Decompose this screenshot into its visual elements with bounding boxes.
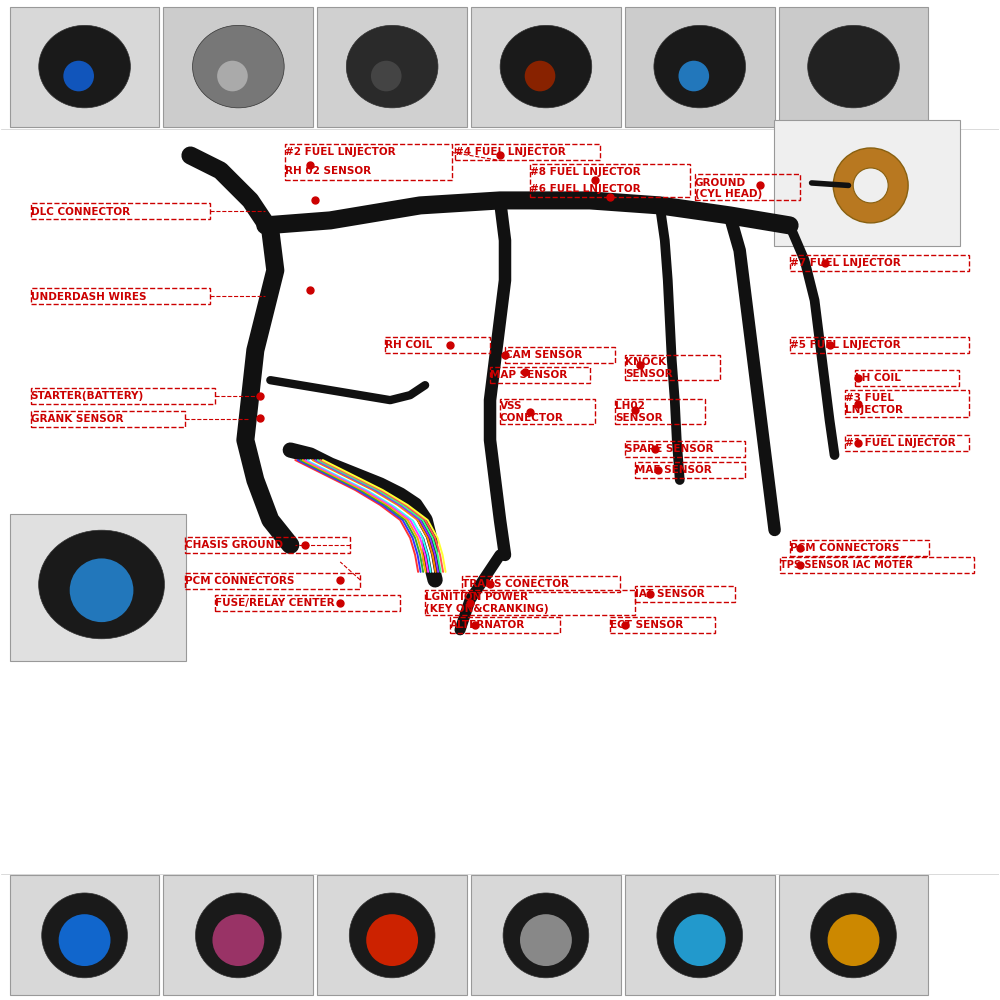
Text: GRANK SENSOR: GRANK SENSOR — [31, 414, 123, 424]
Ellipse shape — [811, 893, 896, 978]
Ellipse shape — [42, 893, 127, 978]
FancyBboxPatch shape — [163, 875, 313, 995]
Ellipse shape — [657, 893, 743, 978]
Ellipse shape — [346, 25, 438, 108]
FancyBboxPatch shape — [317, 875, 467, 995]
Circle shape — [520, 914, 572, 966]
Ellipse shape — [196, 893, 281, 978]
FancyBboxPatch shape — [471, 875, 621, 995]
Text: PCM CONNECTORS: PCM CONNECTORS — [790, 543, 899, 553]
Text: FUSE/RELAY CENTER: FUSE/RELAY CENTER — [215, 598, 335, 608]
Circle shape — [674, 914, 726, 966]
Text: LH COIL: LH COIL — [855, 373, 900, 383]
Text: TRANS CONECTOR: TRANS CONECTOR — [462, 579, 569, 589]
Circle shape — [63, 61, 94, 91]
Text: STARTER(BATTERY): STARTER(BATTERY) — [31, 391, 144, 401]
Text: TPS SENSOR IAC MOTER: TPS SENSOR IAC MOTER — [780, 560, 912, 570]
Circle shape — [525, 61, 555, 91]
Text: #4 FUEL LNJECTOR: #4 FUEL LNJECTOR — [455, 147, 566, 157]
Text: #1 FUEL LNJECTOR: #1 FUEL LNJECTOR — [845, 438, 955, 448]
FancyBboxPatch shape — [10, 514, 186, 661]
Ellipse shape — [500, 25, 592, 108]
Text: KNOCK
SENSOR: KNOCK SENSOR — [625, 357, 672, 379]
Text: #5 FUEL LNJECTOR: #5 FUEL LNJECTOR — [790, 340, 900, 350]
Text: ECT SENSOR: ECT SENSOR — [610, 620, 683, 630]
FancyBboxPatch shape — [163, 7, 313, 127]
FancyBboxPatch shape — [779, 875, 928, 995]
Text: UNDERDASH WIRES: UNDERDASH WIRES — [31, 292, 146, 302]
Text: CAM SENSOR: CAM SENSOR — [505, 350, 582, 360]
FancyBboxPatch shape — [774, 120, 960, 246]
Text: #3 FUEL
LNJECTOR: #3 FUEL LNJECTOR — [845, 393, 903, 415]
Ellipse shape — [808, 25, 899, 108]
FancyBboxPatch shape — [625, 7, 775, 127]
Text: DLC CONNECTOR: DLC CONNECTOR — [31, 207, 130, 217]
Circle shape — [828, 914, 879, 966]
Text: PCM CONNECTORS: PCM CONNECTORS — [185, 576, 295, 586]
Text: #8 FUEL LNJECTOR: #8 FUEL LNJECTOR — [530, 167, 641, 177]
Text: MAP SENSOR: MAP SENSOR — [490, 370, 567, 380]
Text: VSS
CONECTOR: VSS CONECTOR — [500, 401, 564, 423]
FancyBboxPatch shape — [317, 7, 467, 127]
FancyBboxPatch shape — [10, 875, 159, 995]
Ellipse shape — [349, 893, 435, 978]
Text: ALTERNATOR: ALTERNATOR — [450, 620, 525, 630]
Circle shape — [833, 148, 908, 223]
Circle shape — [853, 168, 888, 203]
Text: MAF SENSOR: MAF SENSOR — [635, 465, 712, 475]
Circle shape — [59, 914, 111, 966]
Circle shape — [678, 61, 709, 91]
Circle shape — [212, 914, 264, 966]
Text: SPARE SENSOR: SPARE SENSOR — [625, 444, 713, 454]
Ellipse shape — [39, 530, 164, 639]
Text: CHASIS GROUND: CHASIS GROUND — [185, 540, 283, 550]
Text: #2 FUEL LNJECTOR: #2 FUEL LNJECTOR — [285, 147, 396, 157]
Circle shape — [70, 558, 133, 622]
Text: IAT SENSOR: IAT SENSOR — [635, 589, 704, 599]
FancyBboxPatch shape — [779, 7, 928, 127]
Text: RH COIL: RH COIL — [385, 340, 432, 350]
Circle shape — [217, 61, 248, 91]
Text: #7 FUEL LNJECTOR: #7 FUEL LNJECTOR — [790, 258, 900, 268]
Text: GROUND
(CYL HEAD): GROUND (CYL HEAD) — [695, 178, 762, 199]
Text: RH 02 SENSOR: RH 02 SENSOR — [285, 166, 371, 176]
Ellipse shape — [193, 25, 284, 108]
Circle shape — [371, 61, 402, 91]
Ellipse shape — [654, 25, 746, 108]
Text: #6 FUEL LNJECTOR: #6 FUEL LNJECTOR — [530, 184, 641, 194]
FancyBboxPatch shape — [625, 875, 775, 995]
Text: LGNITION POWER
(KEY ON&CRANKING): LGNITION POWER (KEY ON&CRANKING) — [425, 592, 549, 614]
Ellipse shape — [503, 893, 589, 978]
Circle shape — [366, 914, 418, 966]
Text: LH02
SENSOR: LH02 SENSOR — [615, 401, 662, 423]
FancyBboxPatch shape — [471, 7, 621, 127]
Ellipse shape — [39, 25, 130, 108]
FancyBboxPatch shape — [10, 7, 159, 127]
